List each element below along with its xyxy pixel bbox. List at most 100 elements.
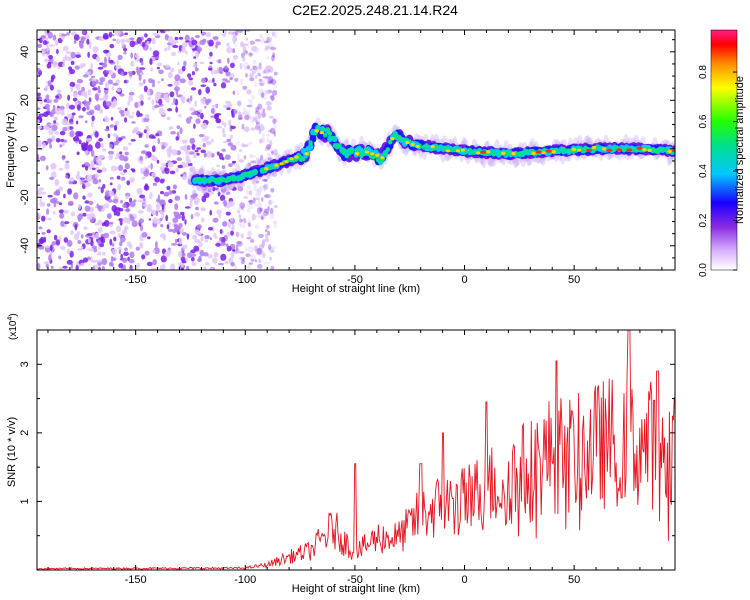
noise-speckle (84, 181, 91, 188)
noise-speckle (104, 117, 110, 123)
noise-speckle (246, 185, 252, 190)
noise-speckle (118, 218, 123, 222)
noise-speckle (260, 154, 264, 161)
noise-speckle (107, 79, 113, 85)
noise-speckle (114, 157, 119, 160)
noise-speckle (226, 245, 232, 252)
noise-speckle (39, 37, 43, 44)
noise-speckle (37, 43, 42, 49)
noise-speckle (164, 64, 170, 69)
noise-speckle (236, 90, 240, 96)
noise-speckle (150, 67, 154, 72)
noise-speckle (49, 244, 53, 252)
ridge-peak (264, 167, 269, 171)
noise-speckle (250, 155, 257, 158)
ridge-mark (307, 143, 314, 150)
noise-speckle (135, 246, 140, 251)
ridge-peak (667, 149, 672, 153)
noise-speckle (95, 56, 100, 63)
noise-speckle (193, 56, 197, 59)
noise-speckle (272, 118, 277, 125)
noise-speckle (245, 189, 249, 196)
noise-speckle (45, 94, 50, 100)
noise-speckle (116, 88, 122, 93)
noise-speckle (250, 160, 257, 164)
noise-speckle (273, 31, 278, 39)
noise-speckle (179, 78, 186, 84)
noise-speckle (264, 261, 270, 265)
noise-speckle (38, 226, 43, 230)
noise-speckle (145, 114, 150, 119)
noise-speckle (267, 154, 272, 161)
noise-speckle (151, 136, 156, 139)
noise-speckle (203, 152, 207, 158)
colorbar-label: Normalized spectral amplitude (734, 76, 746, 224)
noise-speckle (196, 232, 202, 236)
noise-speckle (239, 63, 243, 70)
noise-speckle (271, 78, 277, 86)
noise-speckle (65, 175, 69, 179)
noise-speckle (46, 208, 50, 215)
noise-speckle (245, 253, 251, 258)
ridge-mark (525, 149, 530, 155)
noise-speckle (224, 100, 231, 104)
noise-speckle (44, 103, 50, 109)
noise-speckle (109, 144, 114, 148)
noise-speckle (152, 83, 155, 88)
noise-speckle (205, 140, 212, 146)
noise-speckle (261, 132, 265, 139)
noise-speckle (189, 137, 196, 144)
noise-speckle (38, 245, 45, 250)
noise-speckle (164, 34, 169, 41)
noise-speckle (97, 227, 103, 234)
noise-speckle (263, 67, 268, 71)
noise-speckle (113, 98, 117, 105)
noise-speckle (128, 91, 135, 96)
noise-speckle (109, 176, 114, 180)
noise-speckle (98, 97, 105, 101)
noise-speckle (158, 199, 165, 202)
noise-speckle (241, 112, 245, 115)
snr-scale-prefix: (x10 (8, 320, 19, 340)
noise-speckle (140, 61, 144, 66)
noise-speckle (149, 47, 152, 51)
noise-speckle (101, 167, 107, 173)
noise-speckle (188, 162, 193, 167)
noise-speckle (97, 66, 104, 70)
noise-speckle (123, 71, 128, 76)
noise-speckle (120, 253, 123, 259)
noise-speckle (249, 205, 254, 209)
noise-speckle (144, 144, 149, 148)
noise-speckle (175, 88, 179, 96)
spec-xtick-label: -50 (347, 274, 363, 286)
noise-speckle (63, 193, 66, 199)
noise-speckle (161, 112, 167, 116)
noise-speckle (37, 189, 42, 196)
noise-speckle (56, 89, 62, 93)
noise-speckle (44, 245, 51, 249)
noise-speckle (259, 33, 263, 38)
noise-speckle (38, 213, 41, 218)
noise-speckle (261, 241, 265, 248)
noise-speckle (95, 259, 103, 263)
noise-speckle (87, 238, 91, 244)
noise-speckle (152, 50, 160, 57)
snr-xlabel: Height of straight line (km) (292, 583, 420, 595)
noise-speckle (85, 150, 88, 157)
noise-speckle (194, 201, 198, 205)
noise-speckle (232, 160, 237, 164)
noise-speckle (52, 61, 58, 68)
noise-speckle (122, 146, 129, 151)
noise-speckle (107, 213, 112, 220)
spectrogram-marks (37, 30, 675, 270)
noise-speckle (109, 43, 115, 49)
noise-speckle (158, 98, 163, 105)
noise-speckle (140, 224, 143, 232)
noise-speckle (246, 230, 253, 237)
ridge-peak (304, 152, 309, 156)
noise-speckle (94, 232, 100, 240)
ridge-peak (410, 142, 415, 147)
noise-speckle (109, 182, 113, 186)
noise-speckle (249, 160, 256, 164)
noise-speckle (37, 67, 41, 72)
